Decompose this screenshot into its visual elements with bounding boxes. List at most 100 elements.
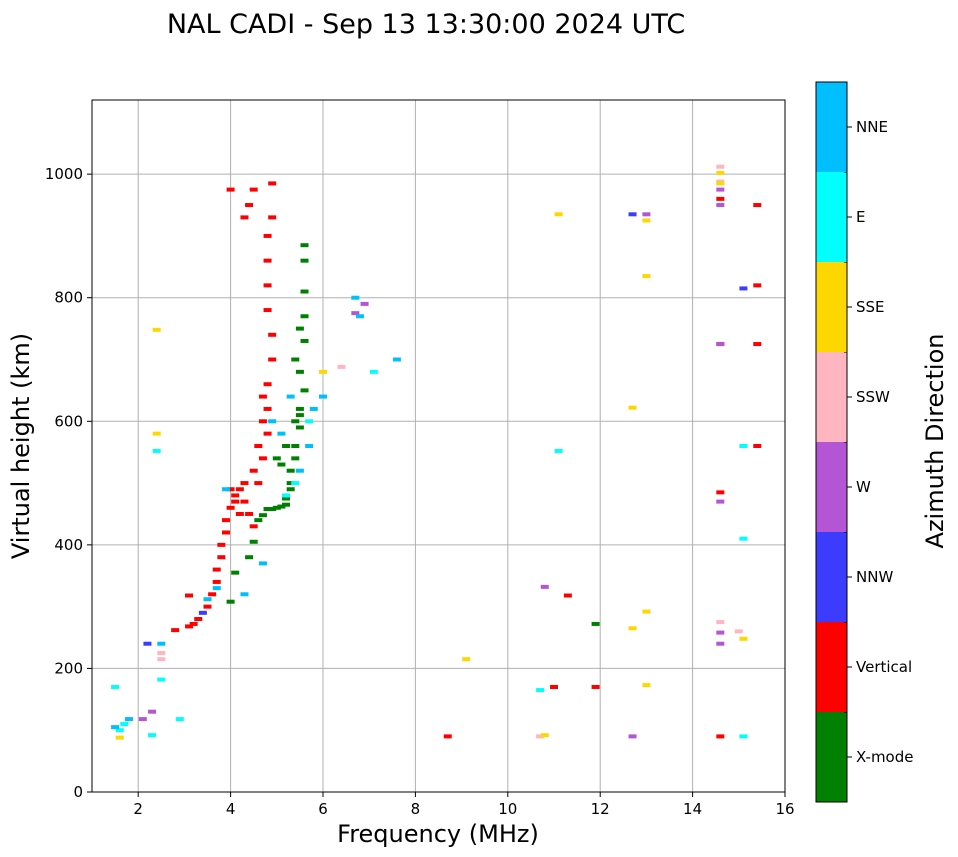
data-point <box>716 499 725 504</box>
data-point <box>716 490 725 495</box>
grid-lines <box>92 100 785 792</box>
data-point <box>628 405 637 410</box>
data-point <box>300 388 309 393</box>
colorbar-swatch <box>816 262 847 352</box>
data-point <box>291 444 300 448</box>
data-point <box>739 286 748 291</box>
data-point <box>536 688 545 693</box>
data-point <box>249 524 258 529</box>
data-point <box>716 734 725 739</box>
data-point <box>185 593 194 598</box>
series-ssw <box>157 164 743 739</box>
data-point <box>185 624 194 629</box>
data-point <box>245 511 254 516</box>
data-point <box>268 419 277 424</box>
data-point <box>226 599 235 604</box>
data-point <box>295 326 304 331</box>
colorbar-label-sse: SSE <box>856 298 885 316</box>
y-tick-label: 200 <box>54 659 83 677</box>
series-e <box>111 369 748 739</box>
data-point <box>282 493 291 498</box>
data-point <box>249 187 258 192</box>
colorbar-label-w: W <box>856 478 871 496</box>
x-tick-label: 6 <box>318 800 328 818</box>
data-point <box>212 579 221 584</box>
data-point <box>291 456 300 461</box>
data-point <box>282 444 291 448</box>
data-point <box>286 487 295 492</box>
data-point <box>716 620 725 625</box>
data-point <box>143 641 152 646</box>
y-tick-label: 400 <box>54 536 83 554</box>
data-point <box>392 357 401 362</box>
data-point <box>263 431 272 436</box>
data-point <box>157 677 166 682</box>
data-point <box>263 406 272 411</box>
data-point <box>231 493 240 498</box>
data-point <box>249 539 258 544</box>
data-point <box>235 487 244 492</box>
data-point <box>277 431 286 436</box>
data-point <box>739 536 748 541</box>
data-point <box>152 327 161 332</box>
data-point <box>249 468 258 473</box>
series-w <box>138 187 725 739</box>
data-point <box>235 511 244 516</box>
data-point <box>148 733 157 738</box>
data-point <box>254 444 263 448</box>
data-point <box>221 530 230 535</box>
data-point <box>226 487 235 492</box>
x-tick-label: 2 <box>133 800 143 818</box>
data-point <box>300 314 309 319</box>
data-point <box>212 586 221 591</box>
data-point <box>295 425 304 430</box>
data-point <box>198 610 207 615</box>
data-point <box>221 487 230 492</box>
data-point <box>305 444 314 448</box>
data-point <box>295 468 304 473</box>
colorbar: X-mode Vertical NNW W SSW SSE E NNE <box>815 81 913 803</box>
data-point <box>268 357 277 362</box>
data-point <box>642 274 651 279</box>
data-point <box>263 233 272 238</box>
data-point <box>351 311 360 316</box>
data-point <box>245 555 254 560</box>
data-point <box>268 215 277 220</box>
data-point <box>319 369 327 374</box>
data-point <box>642 212 651 217</box>
series-sse <box>115 170 748 740</box>
data-point <box>286 481 295 486</box>
data-point <box>175 717 184 722</box>
plot-frame <box>91 99 786 793</box>
data-point <box>240 499 249 504</box>
data-point <box>231 570 240 575</box>
data-point <box>716 170 725 175</box>
colorbar-swatch <box>816 352 847 442</box>
data-point <box>254 481 263 486</box>
data-point <box>221 518 230 523</box>
data-point <box>258 513 267 518</box>
data-point <box>152 431 161 436</box>
data-point <box>157 657 166 662</box>
data-point <box>291 481 300 486</box>
x-tick-label: 14 <box>683 800 702 818</box>
data-point <box>263 258 272 263</box>
series-nne <box>111 295 401 730</box>
data-point <box>272 505 281 510</box>
data-point <box>148 709 157 714</box>
data-point <box>217 542 226 547</box>
data-point <box>254 518 263 523</box>
chart-title: NAL CADI - Sep 13 13:30:00 2024 UTC <box>167 9 685 40</box>
data-point <box>300 243 309 248</box>
data-point <box>642 218 651 223</box>
data-point <box>295 369 304 374</box>
data-point <box>286 468 295 473</box>
x-tick-label: 8 <box>411 800 421 818</box>
data-point <box>739 636 748 641</box>
data-point <box>355 314 364 319</box>
data-point <box>115 735 124 740</box>
colorbar-swatch <box>816 442 847 532</box>
series-x-mode <box>226 243 600 689</box>
y-tick-label: 600 <box>54 412 83 430</box>
y-tick-label: 1000 <box>45 165 83 183</box>
